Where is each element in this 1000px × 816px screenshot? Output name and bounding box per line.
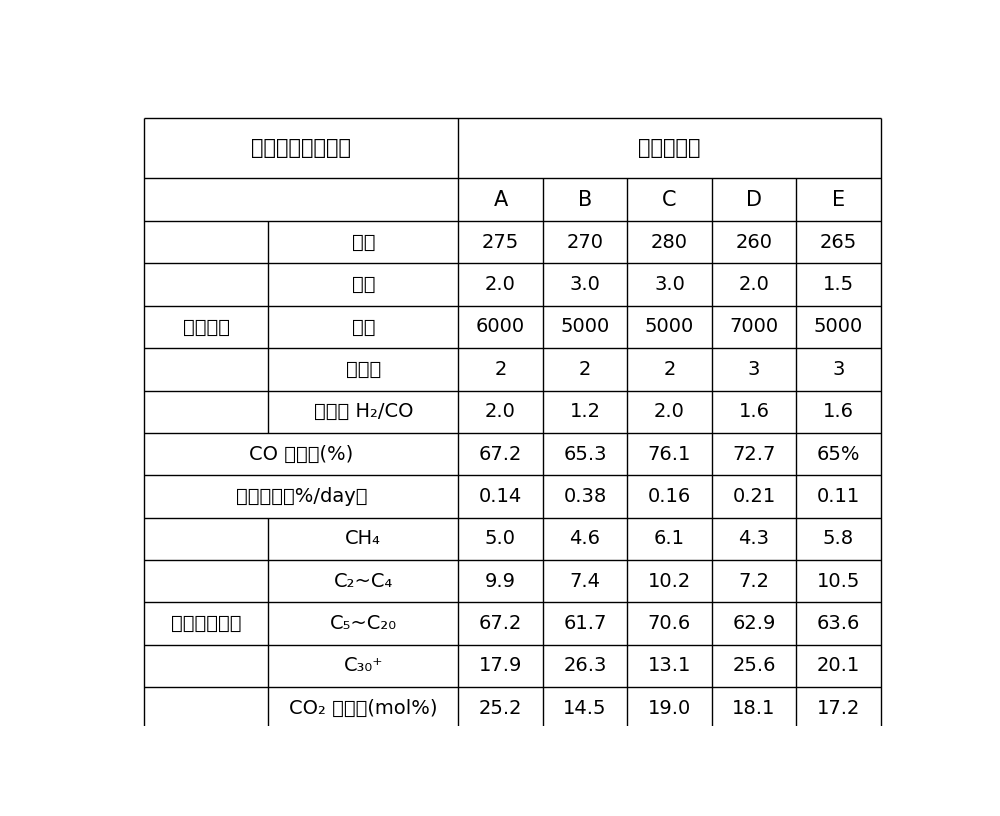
Text: 2: 2 [663, 360, 676, 379]
Text: 3.0: 3.0 [570, 275, 600, 294]
Text: 7.4: 7.4 [569, 571, 600, 591]
Text: 25.2: 25.2 [479, 698, 522, 717]
Text: 17.2: 17.2 [817, 698, 860, 717]
Text: 10.5: 10.5 [817, 571, 860, 591]
Text: 63.6: 63.6 [817, 614, 860, 633]
Text: CO 转化率(%): CO 转化率(%) [249, 445, 353, 463]
Text: 空速: 空速 [352, 317, 375, 336]
Text: 25.6: 25.6 [732, 656, 776, 676]
Text: 费托合成反应性能: 费托合成反应性能 [251, 138, 351, 158]
Text: 2: 2 [579, 360, 591, 379]
Text: C: C [662, 189, 677, 210]
Text: 0.21: 0.21 [732, 487, 776, 506]
Text: C₅~C₂₀: C₅~C₂₀ [330, 614, 397, 633]
Text: 280: 280 [651, 233, 688, 252]
Text: 2: 2 [494, 360, 507, 379]
Text: D: D [746, 189, 762, 210]
Text: 1.2: 1.2 [569, 402, 600, 421]
Text: 19.0: 19.0 [648, 698, 691, 717]
Text: 265: 265 [820, 233, 857, 252]
Text: 72.7: 72.7 [732, 445, 776, 463]
Text: 0.14: 0.14 [479, 487, 522, 506]
Text: 1.5: 1.5 [823, 275, 854, 294]
Text: 5000: 5000 [645, 317, 694, 336]
Text: 失活速率（%/day）: 失活速率（%/day） [236, 487, 367, 506]
Text: 5.8: 5.8 [823, 530, 854, 548]
Text: 2.0: 2.0 [738, 275, 769, 294]
Text: 9.9: 9.9 [485, 571, 516, 591]
Text: 3: 3 [748, 360, 760, 379]
Text: 275: 275 [482, 233, 519, 252]
Text: 原料气 H₂/CO: 原料气 H₂/CO [314, 402, 413, 421]
Text: 76.1: 76.1 [648, 445, 691, 463]
Text: 反应条件: 反应条件 [183, 317, 230, 336]
Text: B: B [578, 189, 592, 210]
Text: 1.6: 1.6 [823, 402, 854, 421]
Text: 0.16: 0.16 [648, 487, 691, 506]
Text: C₂~C₄: C₂~C₄ [334, 571, 393, 591]
Text: 260: 260 [735, 233, 772, 252]
Text: 0.38: 0.38 [563, 487, 607, 506]
Text: 2.0: 2.0 [485, 402, 516, 421]
Text: 67.2: 67.2 [479, 614, 522, 633]
Text: 65%: 65% [817, 445, 860, 463]
Text: 7.2: 7.2 [738, 571, 769, 591]
Text: 5000: 5000 [560, 317, 610, 336]
Text: 6.1: 6.1 [654, 530, 685, 548]
Text: 62.9: 62.9 [732, 614, 776, 633]
Text: 17.9: 17.9 [479, 656, 522, 676]
Text: 270: 270 [566, 233, 603, 252]
Text: 10.2: 10.2 [648, 571, 691, 591]
Text: 65.3: 65.3 [563, 445, 607, 463]
Text: C₃₀⁺: C₃₀⁺ [344, 656, 383, 676]
Text: 2.0: 2.0 [654, 402, 685, 421]
Text: 傅化剂名称: 傅化剂名称 [638, 138, 701, 158]
Text: 6000: 6000 [476, 317, 525, 336]
Text: 3.0: 3.0 [654, 275, 685, 294]
Text: E: E [832, 189, 845, 210]
Text: 傅化剂选择性: 傅化剂选择性 [171, 614, 242, 633]
Text: 循环比: 循环比 [346, 360, 381, 379]
Text: A: A [493, 189, 508, 210]
Text: 5.0: 5.0 [485, 530, 516, 548]
Text: 1.6: 1.6 [738, 402, 769, 421]
Text: 3: 3 [832, 360, 845, 379]
Text: 4.3: 4.3 [738, 530, 769, 548]
Text: 4.6: 4.6 [569, 530, 600, 548]
Text: 18.1: 18.1 [732, 698, 776, 717]
Text: CH₄: CH₄ [345, 530, 381, 548]
Text: 7000: 7000 [729, 317, 778, 336]
Text: 温度: 温度 [352, 233, 375, 252]
Text: 26.3: 26.3 [563, 656, 607, 676]
Text: 5000: 5000 [814, 317, 863, 336]
Text: 2.0: 2.0 [485, 275, 516, 294]
Text: 20.1: 20.1 [817, 656, 860, 676]
Text: CO₂ 选择性(mol%): CO₂ 选择性(mol%) [289, 698, 438, 717]
Text: 70.6: 70.6 [648, 614, 691, 633]
Text: 67.2: 67.2 [479, 445, 522, 463]
Text: 压力: 压力 [352, 275, 375, 294]
Text: 14.5: 14.5 [563, 698, 607, 717]
Text: 0.11: 0.11 [817, 487, 860, 506]
Text: 61.7: 61.7 [563, 614, 607, 633]
Text: 13.1: 13.1 [648, 656, 691, 676]
